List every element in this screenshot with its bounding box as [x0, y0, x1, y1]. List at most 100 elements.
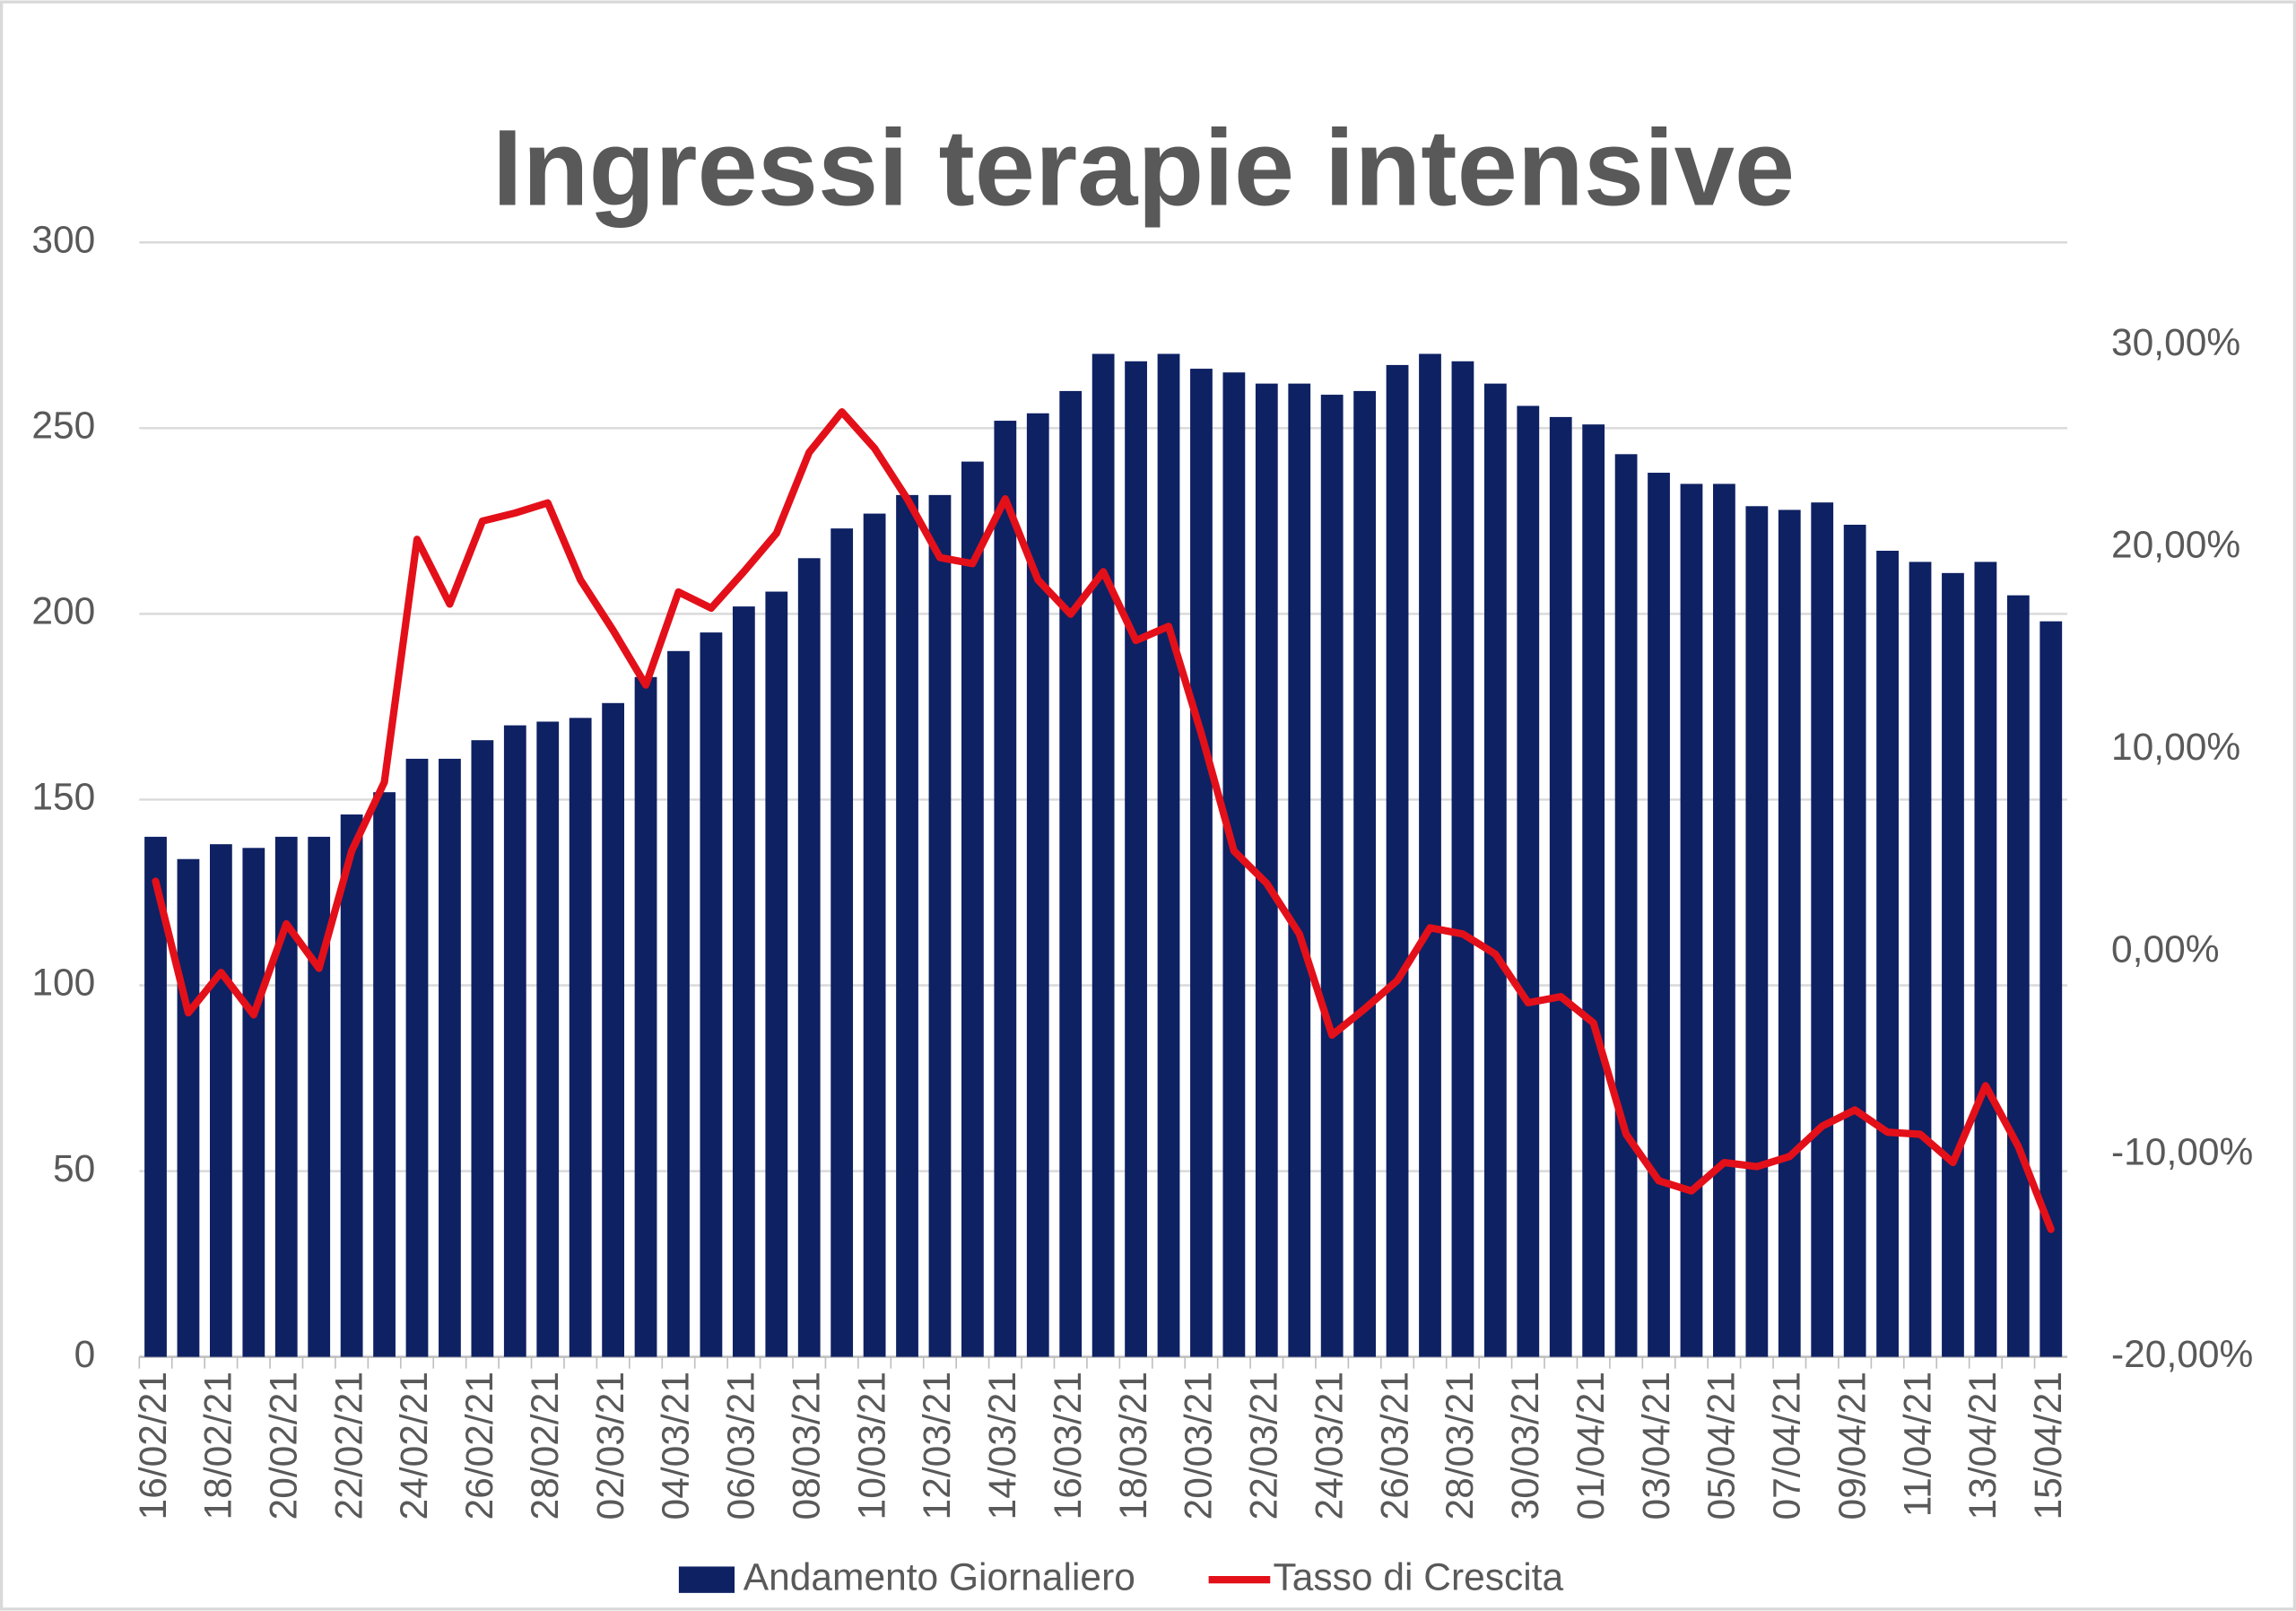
bar	[569, 718, 592, 1357]
y2-tick-label: 30,00%	[2111, 322, 2240, 364]
x-tick-label: 22/02/21	[328, 1372, 370, 1520]
bar	[831, 528, 854, 1357]
bar	[732, 606, 755, 1357]
x-tick-label: 16/03/21	[1048, 1372, 1090, 1520]
bar	[1353, 390, 1377, 1357]
bar	[667, 650, 690, 1357]
x-tick-label: 13/04/21	[1962, 1372, 2005, 1520]
x-tick-label: 22/03/21	[1244, 1372, 1286, 1520]
bar	[1942, 572, 1964, 1357]
bar	[471, 740, 494, 1357]
bar	[2039, 621, 2063, 1357]
bar	[1549, 416, 1572, 1357]
x-tick-label: 28/02/21	[525, 1372, 567, 1520]
bar	[1843, 525, 1866, 1357]
bar	[1125, 361, 1147, 1357]
bar	[1157, 353, 1180, 1357]
bar	[863, 513, 886, 1357]
x-tick-label: 15/04/21	[2028, 1372, 2070, 1520]
legend-swatch	[678, 1566, 735, 1593]
bar	[1288, 383, 1311, 1357]
bar	[1713, 483, 1735, 1357]
x-tick-label: 03/04/21	[1636, 1372, 1678, 1520]
x-tick-label: 24/03/21	[1309, 1372, 1351, 1520]
bar	[1190, 369, 1213, 1357]
bar	[1320, 395, 1344, 1357]
bar	[1059, 390, 1083, 1357]
bar	[1909, 562, 1932, 1357]
bar	[797, 558, 821, 1357]
bar	[1614, 454, 1638, 1357]
y2-tick-label: 20,00%	[2111, 525, 2240, 567]
y-tick-label: 150	[31, 777, 95, 819]
y2-tick-label: 10,00%	[2111, 727, 2240, 769]
y-tick-label: 0	[74, 1334, 96, 1376]
bar	[994, 421, 1017, 1357]
bar	[1222, 372, 1246, 1357]
x-tick-label: 12/03/21	[917, 1372, 959, 1520]
bar	[177, 858, 200, 1357]
bar	[1451, 361, 1474, 1357]
bar	[1517, 405, 1540, 1357]
x-tick-label: 11/04/21	[1897, 1372, 1939, 1517]
x-tick-label: 20/03/21	[1178, 1372, 1221, 1520]
x-tick-label: 05/04/21	[1701, 1372, 1744, 1520]
bar	[928, 494, 952, 1357]
bar	[503, 725, 526, 1357]
y-tick-label: 50	[53, 1148, 95, 1190]
x-tick-label: 18/02/21	[198, 1372, 240, 1520]
x-tick-label: 09/04/21	[1831, 1372, 1874, 1520]
bar	[340, 814, 363, 1357]
x-tick-label: 08/03/21	[786, 1372, 828, 1520]
bar	[1255, 383, 1278, 1357]
legend-label: Tasso di Crescita	[1274, 1556, 1564, 1598]
x-tick-label: 30/03/21	[1505, 1372, 1547, 1520]
line	[152, 408, 2055, 1233]
x-tick-label: 16/02/21	[133, 1372, 175, 1520]
x-tick-label: 14/03/21	[982, 1372, 1024, 1520]
x-tick-label: 26/02/21	[459, 1372, 501, 1520]
bar	[634, 676, 657, 1357]
x-tick-label: 20/02/21	[263, 1372, 305, 1520]
bar	[1811, 502, 1834, 1357]
y2-tick-label: -10,00%	[2111, 1131, 2253, 1173]
x-tick-label: 02/03/21	[590, 1372, 632, 1520]
bar	[439, 758, 461, 1357]
bar	[1974, 562, 1997, 1357]
bar	[1091, 353, 1115, 1357]
bar	[405, 758, 429, 1357]
x-tick-label: 18/03/21	[1113, 1372, 1155, 1520]
bar	[274, 836, 298, 1357]
y-tick-label: 100	[31, 962, 95, 1005]
bar	[373, 792, 396, 1357]
chart-title: Ingressi terapie intensive	[492, 107, 1795, 229]
y-tick-label: 250	[31, 405, 95, 448]
bar	[1680, 483, 1703, 1357]
x-tick-label: 01/04/21	[1570, 1372, 1613, 1520]
y-tick-label: 300	[31, 219, 95, 261]
bar	[1648, 473, 1670, 1357]
bar	[1419, 353, 1441, 1357]
x-tick-label: 24/02/21	[394, 1372, 436, 1520]
bar	[765, 591, 788, 1357]
x-tick-label: 04/03/21	[656, 1372, 698, 1520]
bar	[536, 721, 560, 1357]
bar	[700, 632, 723, 1357]
bar	[602, 702, 624, 1357]
x-tick-label: 07/04/21	[1767, 1372, 1809, 1520]
x-tick-label: 26/03/21	[1374, 1372, 1416, 1520]
bar	[1483, 383, 1507, 1357]
bar	[1745, 506, 1769, 1357]
bar	[1876, 550, 1899, 1357]
bar	[896, 494, 918, 1357]
bar	[210, 844, 232, 1357]
y2-tick-label: 0,00%	[2111, 929, 2220, 971]
x-tick-label: 10/03/21	[851, 1372, 893, 1520]
x-tick-label: 06/03/21	[721, 1372, 763, 1520]
bar	[1582, 424, 1605, 1357]
bar	[1778, 509, 1801, 1357]
bar	[2006, 595, 2030, 1357]
bar	[961, 461, 984, 1357]
y2-tick-label: -20,00%	[2111, 1334, 2253, 1376]
